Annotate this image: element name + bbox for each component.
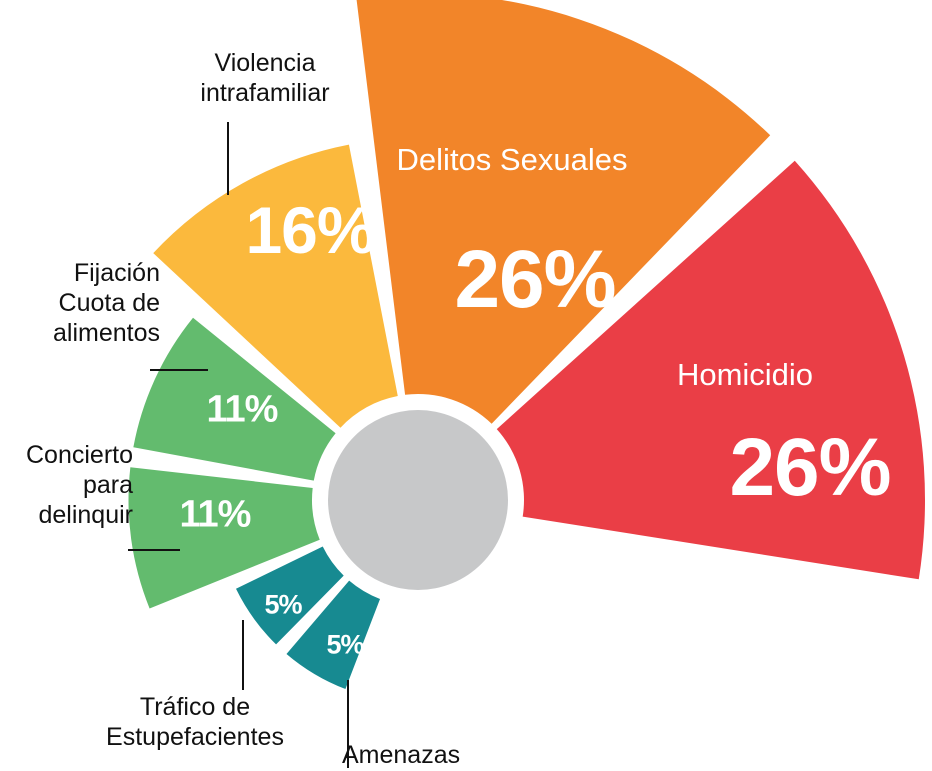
sector	[286, 580, 381, 690]
value-label: 26%	[729, 422, 891, 513]
category-label: Amenazas	[342, 741, 461, 769]
sector	[133, 317, 336, 481]
value-label: 26%	[454, 234, 616, 325]
category-label: Violencia intrafamiliar	[200, 49, 330, 107]
category-label: Delitos Sexuales	[396, 142, 628, 177]
value-label: 11%	[179, 493, 252, 536]
category-label: Homicidio	[676, 357, 814, 392]
value-label: 16%	[245, 193, 375, 267]
category-label: Concierto para delinquir	[26, 441, 133, 529]
category-label: Tráfico de Estupefacientes	[106, 693, 284, 751]
sector	[235, 546, 344, 645]
center-circle	[328, 410, 508, 590]
value-label: 5%	[264, 589, 302, 620]
sector	[356, 0, 771, 424]
value-label: 5%	[326, 629, 364, 660]
sector	[153, 144, 398, 428]
category-label: Fijación Cuota de alimentos	[53, 259, 160, 347]
value-label: 11%	[206, 388, 279, 431]
sector	[496, 160, 925, 580]
sector	[128, 467, 320, 609]
